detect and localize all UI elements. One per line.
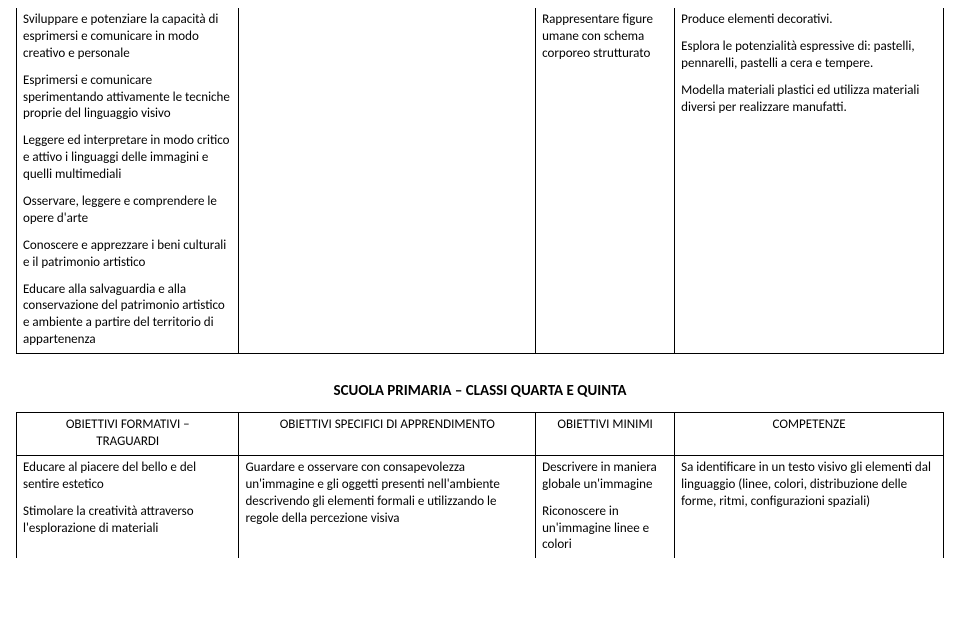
objective-text: Educare alla salvaguardia e alla conserv… bbox=[23, 282, 232, 350]
objective-text: Osservare, leggere e comprendere le oper… bbox=[23, 194, 232, 228]
objective-text: Leggere ed interpretare in modo critico … bbox=[23, 133, 232, 184]
top-col1: Sviluppare e potenziare la capacità di e… bbox=[17, 8, 239, 354]
objective-text: Stimolare la creatività attraverso l'esp… bbox=[23, 504, 232, 538]
header-line2: TRAGUARDI bbox=[96, 434, 159, 449]
row-col4: Sa identificare in un testo visivo gli e… bbox=[675, 455, 944, 558]
competence-text: Modella materiali plastici ed utilizza m… bbox=[681, 83, 937, 117]
section-heading: SCUOLA PRIMARIA – CLASSI QUARTA E QUINTA bbox=[16, 382, 944, 400]
top-col3: Rappresentare figure umane con schema co… bbox=[536, 8, 675, 354]
competence-text: Produce elementi decorativi. bbox=[681, 12, 937, 29]
top-col4: Produce elementi decorativi. Esplora le … bbox=[675, 8, 944, 354]
top-col2 bbox=[239, 8, 536, 354]
objective-text: Rappresentare figure umane con schema co… bbox=[542, 12, 668, 63]
header-text: OBIETTIVI SPECIFICI DI APPRENDIMENTO bbox=[280, 417, 495, 432]
header-line1: OBIETTIVI FORMATIVI – bbox=[66, 417, 190, 432]
header-text: OBIETTIVI MINIMI bbox=[557, 417, 652, 432]
objective-text: Guardare e osservare con consapevolezza … bbox=[245, 460, 529, 528]
competence-text: Sa identificare in un testo visivo gli e… bbox=[681, 460, 937, 511]
objective-text: Educare al piacere del bello e del senti… bbox=[23, 460, 232, 494]
header-objectives-formative: OBIETTIVI FORMATIVI – TRAGUARDI bbox=[17, 413, 239, 456]
header-objectives-specific: OBIETTIVI SPECIFICI DI APPRENDIMENTO bbox=[239, 413, 536, 456]
objective-text: Esprimersi e comunicare sperimentando at… bbox=[23, 73, 232, 124]
header-objectives-minimum: OBIETTIVI MINIMI bbox=[536, 413, 675, 456]
competence-text: Esplora le potenzialità espressive di: p… bbox=[681, 39, 937, 73]
row-col1: Educare al piacere del bello e del senti… bbox=[17, 455, 239, 558]
header-competences: COMPETENZE bbox=[675, 413, 944, 456]
row-col3: Descrivere in maniera globale un'immagin… bbox=[536, 455, 675, 558]
objective-text: Conoscere e apprezzare i beni culturali … bbox=[23, 238, 232, 272]
row-col2: Guardare e osservare con consapevolezza … bbox=[239, 455, 536, 558]
header-text: COMPETENZE bbox=[773, 417, 846, 432]
objective-text: Riconoscere in un'immagine linee e color… bbox=[542, 504, 668, 555]
objective-text: Descrivere in maniera globale un'immagin… bbox=[542, 460, 668, 494]
objective-text: Sviluppare e potenziare la capacità di e… bbox=[23, 12, 232, 63]
bottom-curriculum-table: OBIETTIVI FORMATIVI – TRAGUARDI OBIETTIV… bbox=[16, 412, 944, 558]
top-curriculum-table: Sviluppare e potenziare la capacità di e… bbox=[16, 8, 944, 354]
